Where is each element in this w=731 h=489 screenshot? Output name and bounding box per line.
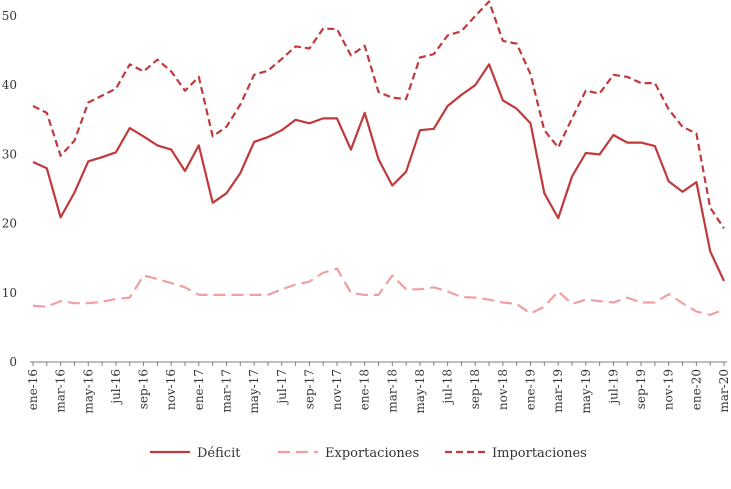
x-tick-label: nov-17 (330, 369, 344, 410)
legend-label: Importaciones (492, 446, 587, 461)
y-tick-label: 0 (9, 355, 17, 369)
x-tick-label: sep-17 (302, 369, 316, 409)
x-tick-label: ene-17 (192, 369, 206, 410)
y-tick-label: 30 (2, 147, 17, 161)
legend-item: Importaciones (445, 446, 587, 461)
x-tick-label: may-18 (413, 369, 427, 414)
x-tick-label: jul-18 (441, 369, 455, 406)
x-tick-label: ene-18 (358, 369, 372, 410)
legend-label: Exportaciones (325, 446, 419, 461)
y-tick-label: 20 (2, 217, 17, 231)
x-axis: ene-16 mar-16 may-16 jul-16 sep-16 nov-16 ene-… (26, 361, 731, 414)
y-axis: 0 10 20 30 40 50 (2, 9, 17, 369)
x-tick-label: sep-16 (137, 369, 151, 409)
y-tick-label: 40 (2, 78, 17, 92)
x-tick-label: mar-17 (219, 369, 233, 413)
x-tick-label: may-19 (579, 369, 593, 414)
x-tick-label: mar-19 (551, 369, 565, 413)
x-tick-label: mar-16 (54, 369, 68, 413)
x-tick-label: jul-19 (606, 369, 620, 406)
x-tick-label: ene-16 (26, 369, 40, 410)
series-line-d-ficit (32, 63, 725, 282)
series-layer (32, 0, 725, 316)
x-tick-label: sep-19 (634, 369, 648, 409)
legend-label: Déficit (197, 446, 241, 461)
x-tick-label: nov-16 (164, 369, 178, 410)
x-tick-label: mar-20 (717, 369, 731, 413)
legend-item: Déficit (150, 446, 241, 461)
y-tick-label: 50 (2, 9, 17, 23)
series-line-importaciones (32, 0, 725, 230)
y-tick-label: 10 (2, 286, 17, 300)
x-tick-label: nov-19 (662, 369, 676, 410)
x-tick-label: may-17 (247, 369, 261, 414)
x-tick-label: may-16 (81, 369, 95, 414)
x-tick-label: ene-20 (689, 369, 703, 410)
x-tick-label: sep-18 (468, 369, 482, 409)
x-tick-label: nov-18 (496, 369, 510, 410)
x-tick-label: ene-19 (524, 369, 538, 410)
x-tick-label: jul-17 (275, 369, 289, 406)
series-line-exportaciones (32, 267, 725, 316)
legend: Déficit Exportaciones Importaciones (150, 446, 587, 461)
legend-item: Exportaciones (278, 446, 419, 461)
x-tick-label: mar-18 (385, 369, 399, 413)
x-tick-label: jul-16 (109, 369, 123, 406)
